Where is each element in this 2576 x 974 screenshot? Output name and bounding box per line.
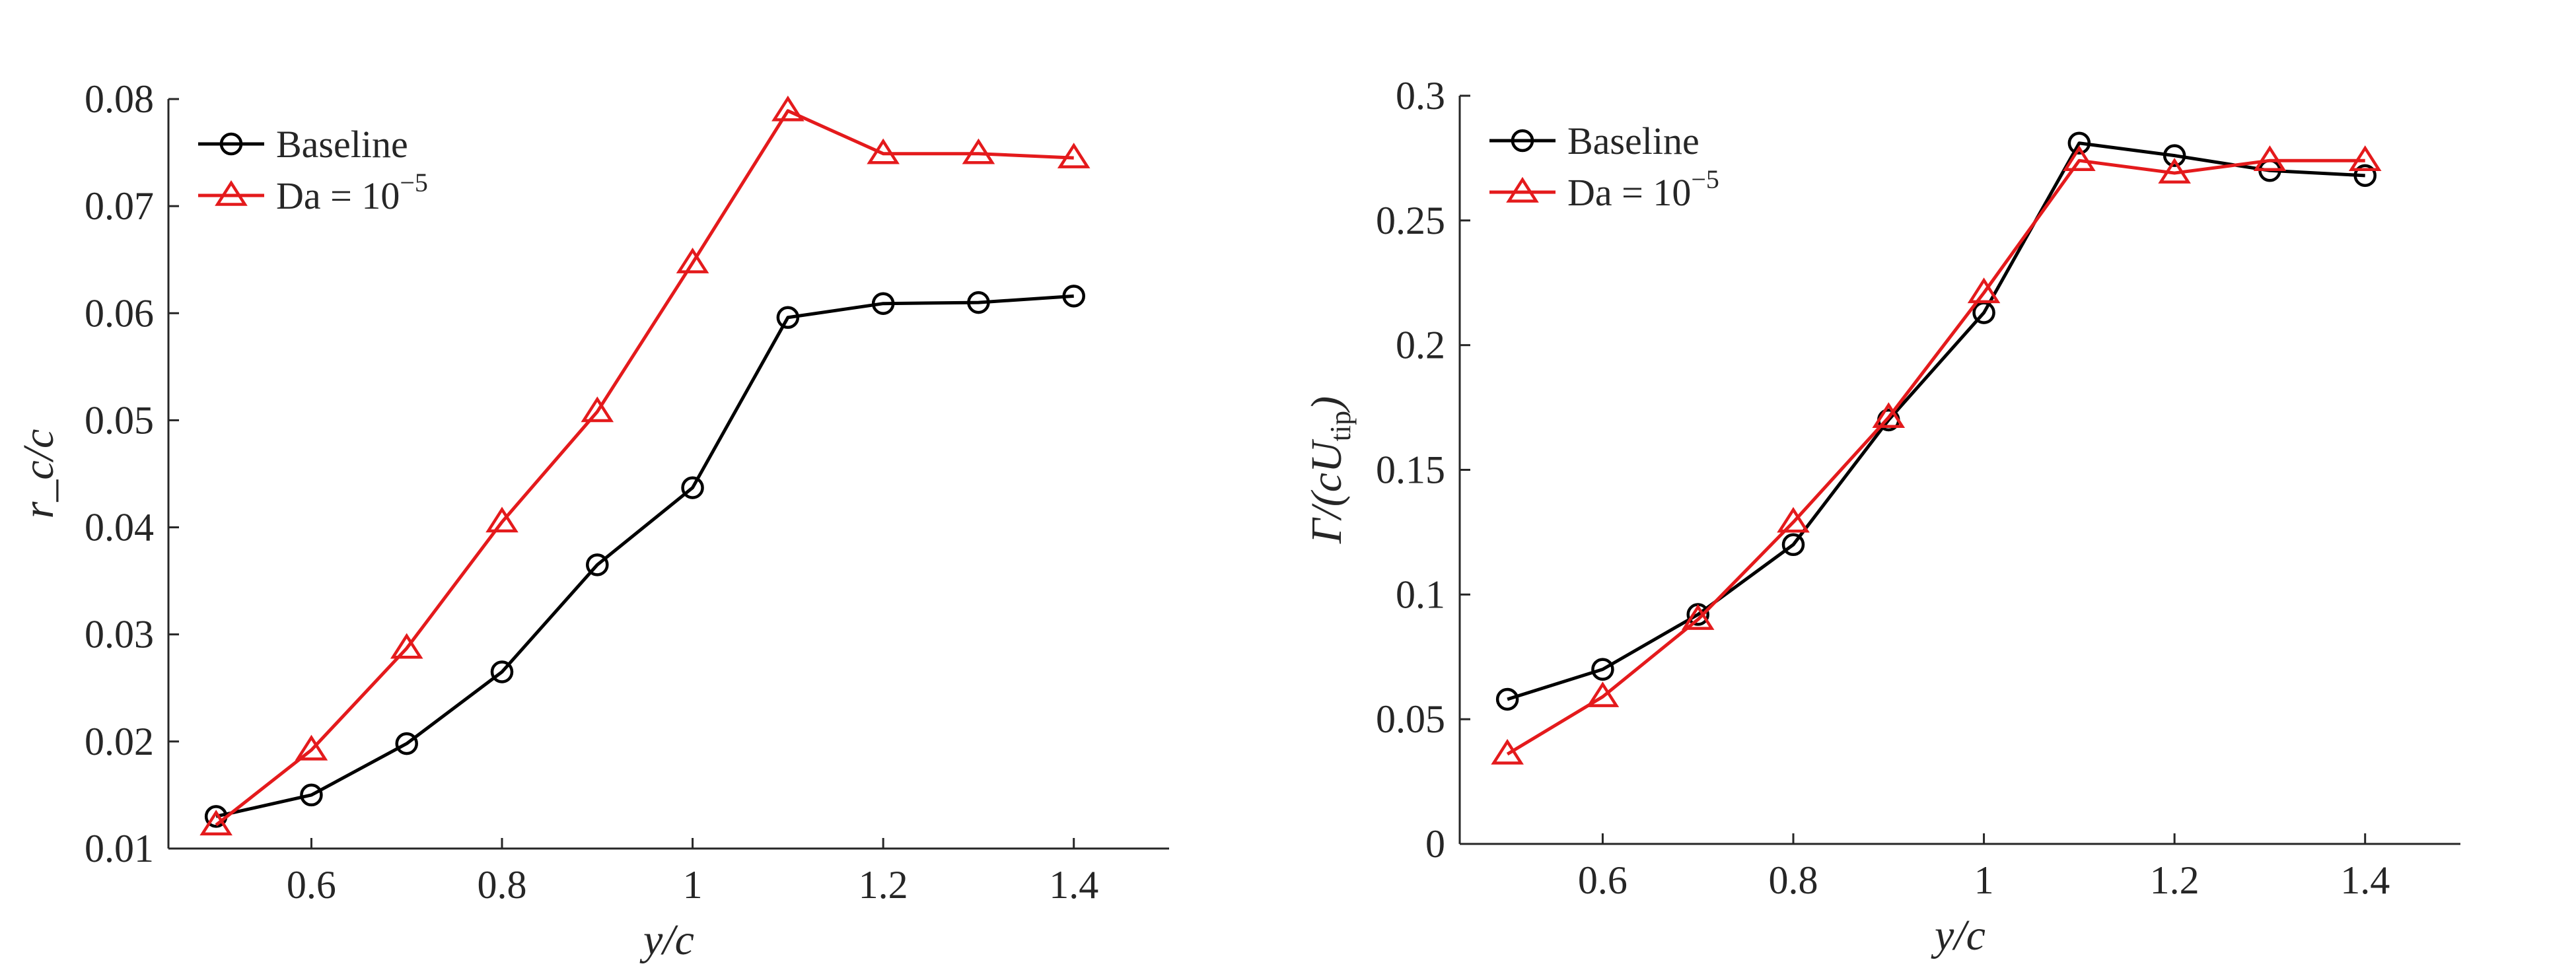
legend-marker xyxy=(1506,176,1539,203)
y-tick-label: 0.04 xyxy=(85,506,154,549)
data-point xyxy=(490,660,514,683)
legend-entry: Da = 10−5 xyxy=(1567,164,1719,214)
legend-entry-sup: −5 xyxy=(400,168,428,197)
series-line xyxy=(215,109,1074,827)
x-tick-label: 1 xyxy=(1974,858,1994,902)
data-point xyxy=(2158,157,2191,184)
x-tick-label: 1.4 xyxy=(1049,863,1098,907)
y-tick-label: 0.01 xyxy=(85,827,154,870)
data-point xyxy=(2348,145,2382,171)
legend-entry-sup: −5 xyxy=(1691,164,1719,194)
x-axis-label: y/c xyxy=(1931,911,1986,959)
data-point xyxy=(199,810,233,836)
data-point xyxy=(1777,506,1810,533)
data-point xyxy=(771,95,805,122)
data-point xyxy=(2163,144,2186,167)
series-line xyxy=(215,294,1074,818)
series-da xyxy=(199,95,1091,836)
x-tick-label: 1 xyxy=(683,863,703,907)
y-tick-label: 0.1 xyxy=(1396,573,1445,616)
x-tick-label: 1.4 xyxy=(2340,858,2390,902)
y-tick-label: 0.15 xyxy=(1376,448,1445,492)
legend-entry: Baseline xyxy=(1567,120,1699,162)
x-tick-label: 0.8 xyxy=(1769,858,1818,902)
data-point xyxy=(586,553,609,576)
data-point xyxy=(967,291,990,314)
y-tick-label: 0.07 xyxy=(85,184,154,228)
x-tick-label: 0.6 xyxy=(287,863,336,907)
data-point xyxy=(2253,145,2287,171)
x-tick-label: 1.2 xyxy=(859,863,908,907)
data-point xyxy=(867,138,900,164)
legend-entry-main: Da = 10 xyxy=(276,174,400,217)
data-point xyxy=(2067,131,2091,155)
y-axis-label-main: Γ/(cU xyxy=(1303,438,1351,544)
series-line xyxy=(1506,158,2365,756)
legend-entry: Da = 10−5 xyxy=(276,168,428,217)
x-tick-label: 1.2 xyxy=(2150,858,2200,902)
chart-right: 0 0.05 0.1 0.15 0.2 0.25 0.3 0.6 0.8 1 1.2 1.4 y/c Γ/… xyxy=(1303,74,2460,959)
y-tick-label: 0.25 xyxy=(1376,199,1445,242)
y-axis-label-sub: tip xyxy=(1324,411,1357,441)
data-point xyxy=(295,734,328,761)
data-point xyxy=(2063,145,2096,171)
data-point xyxy=(581,396,614,423)
series-baseline xyxy=(1495,131,2377,711)
y-axis-label: r_c/c xyxy=(15,429,63,519)
data-point xyxy=(1967,277,2001,304)
data-point xyxy=(681,476,704,499)
y-tick-label: 0.08 xyxy=(85,77,154,121)
x-tick-label: 0.6 xyxy=(1578,858,1628,902)
legend-entry-main: Baseline xyxy=(276,123,408,166)
y-tick-label: 0.06 xyxy=(85,291,154,335)
legend-entry: Baseline xyxy=(276,123,408,166)
data-point xyxy=(962,138,995,164)
data-point xyxy=(300,783,323,807)
data-point xyxy=(776,306,800,330)
data-point xyxy=(390,633,423,659)
data-point xyxy=(871,292,895,315)
series-da xyxy=(1491,145,2382,765)
data-point xyxy=(1586,681,1620,707)
y-axis-label: Γ/(cUtip) xyxy=(1303,396,1357,544)
legend-marker xyxy=(215,180,248,206)
data-point xyxy=(676,247,709,273)
data-point xyxy=(1591,658,1614,681)
data-point xyxy=(395,732,418,755)
x-axis-label: y/c xyxy=(639,916,694,964)
legend-marker xyxy=(1511,129,1534,153)
y-tick-label: 0.3 xyxy=(1396,74,1445,118)
x-tick-label: 0.8 xyxy=(478,863,527,907)
y-tick-label: 0.03 xyxy=(85,613,154,656)
legend-entry-main: Da = 10 xyxy=(1567,171,1691,214)
y-tick-label: 0.05 xyxy=(1376,697,1445,741)
y-tick-label: 0.05 xyxy=(85,398,154,442)
data-point xyxy=(1781,533,1805,557)
data-point xyxy=(485,506,519,533)
data-point xyxy=(1872,402,1906,428)
data-point xyxy=(1057,143,1091,168)
data-point xyxy=(2353,164,2377,188)
y-axis-label-close: ) xyxy=(1303,396,1351,413)
chart-left: 0.01 0.02 0.03 0.04 0.05 0.06 0.07 0.08 0.6 0.8 1 1… xyxy=(15,77,1169,964)
legend-marker xyxy=(219,132,243,156)
data-point xyxy=(1491,738,1524,765)
data-point xyxy=(1062,285,1085,308)
y-tick-label: 0.02 xyxy=(85,720,154,763)
series-line xyxy=(1507,141,2365,701)
y-tick-label: 0.2 xyxy=(1396,324,1445,367)
y-tick-label: 0 xyxy=(1425,822,1445,866)
legend-entry-main: Baseline xyxy=(1567,120,1699,162)
series-baseline xyxy=(204,285,1085,828)
data-point xyxy=(1681,604,1715,630)
data-point xyxy=(1495,687,1519,711)
